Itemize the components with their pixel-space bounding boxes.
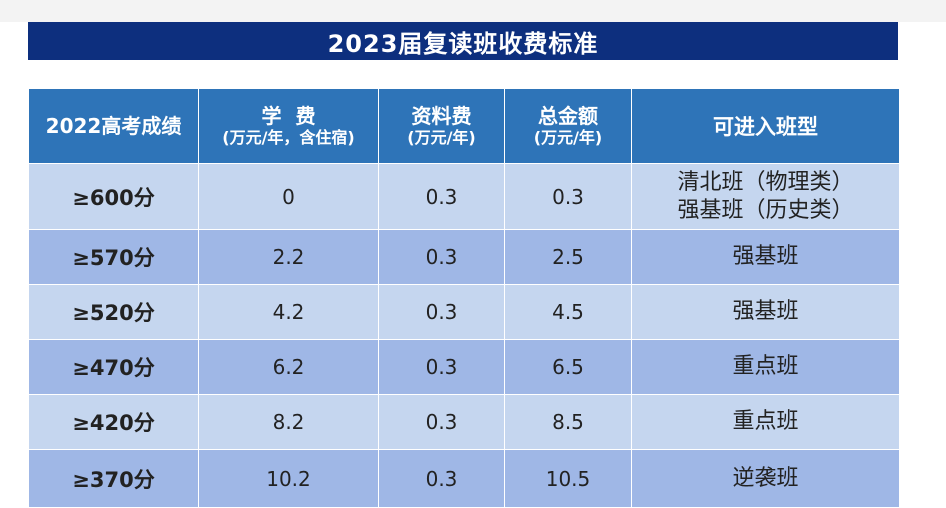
- tuition-cell: 2.2: [198, 229, 379, 285]
- header-total-label: 总金额: [538, 104, 598, 128]
- fee-table: 2022高考成绩 学 费 (万元/年，含住宿) 资料费 (万元/年) 总金额 (…: [28, 88, 900, 508]
- header-class-type: 可进入班型: [631, 88, 900, 164]
- class-cell: 重点班: [631, 394, 900, 450]
- table-row: ≥420分 8.2 0.3 8.5 重点班: [28, 394, 900, 450]
- header-class-type-label: 可进入班型: [713, 115, 818, 139]
- class-cell: 强基班: [631, 284, 900, 340]
- class-line: 清北班（物理类）: [677, 169, 854, 195]
- header-row: 2022高考成绩 学 费 (万元/年，含住宿) 资料费 (万元/年) 总金额 (…: [28, 88, 900, 164]
- table-row: ≥370分 10.2 0.3 10.5 逆袭班: [28, 449, 900, 508]
- score-cell: ≥570分: [28, 229, 199, 285]
- score-cell: ≥520分: [28, 284, 199, 340]
- total-cell: 4.5: [504, 284, 632, 340]
- material-cell: 0.3: [378, 229, 505, 285]
- header-score-label: 2022高考成绩: [45, 114, 182, 138]
- total-cell: 10.5: [504, 449, 632, 508]
- material-cell: 0.3: [378, 284, 505, 340]
- header-total-unit: (万元/年): [533, 128, 603, 147]
- total-cell: 8.5: [504, 394, 632, 450]
- score-cell: ≥370分: [28, 449, 199, 508]
- material-cell: 0.3: [378, 163, 505, 230]
- material-cell: 0.3: [378, 449, 505, 508]
- header-material: 资料费 (万元/年): [378, 88, 505, 164]
- tuition-cell: 8.2: [198, 394, 379, 450]
- header-total: 总金额 (万元/年): [504, 88, 632, 164]
- class-cell: 强基班: [631, 229, 900, 285]
- header-tuition-label: 学 费: [261, 104, 316, 128]
- material-cell: 0.3: [378, 394, 505, 450]
- total-cell: 2.5: [504, 229, 632, 285]
- tuition-cell: 0: [198, 163, 379, 230]
- class-line: 强基班（历史类）: [677, 197, 854, 223]
- tuition-cell: 4.2: [198, 284, 379, 340]
- table-row: ≥570分 2.2 0.3 2.5 强基班: [28, 229, 900, 285]
- page-title: 2023届复读班收费标准: [28, 22, 898, 60]
- table-row: ≥520分 4.2 0.3 4.5 强基班: [28, 284, 900, 340]
- header-tuition-unit: (万元/年，含住宿): [222, 128, 355, 147]
- header-score: 2022高考成绩: [28, 88, 199, 164]
- top-strip: [0, 0, 946, 22]
- table-row: ≥600分 0 0.3 0.3 清北班（物理类） 强基班（历史类）: [28, 163, 900, 230]
- tuition-cell: 6.2: [198, 339, 379, 395]
- header-tuition: 学 费 (万元/年，含住宿): [198, 88, 379, 164]
- score-cell: ≥420分: [28, 394, 199, 450]
- header-material-label: 资料费: [411, 104, 472, 128]
- table-row: ≥470分 6.2 0.3 6.5 重点班: [28, 339, 900, 395]
- class-cell: 重点班: [631, 339, 900, 395]
- header-material-unit: (万元/年): [407, 128, 476, 147]
- material-cell: 0.3: [378, 339, 505, 395]
- score-cell: ≥600分: [28, 163, 199, 230]
- score-cell: ≥470分: [28, 339, 199, 395]
- class-cell: 逆袭班: [631, 449, 900, 508]
- class-cell: 清北班（物理类） 强基班（历史类）: [631, 163, 900, 230]
- total-cell: 0.3: [504, 163, 632, 230]
- tuition-cell: 10.2: [198, 449, 379, 508]
- total-cell: 6.5: [504, 339, 632, 395]
